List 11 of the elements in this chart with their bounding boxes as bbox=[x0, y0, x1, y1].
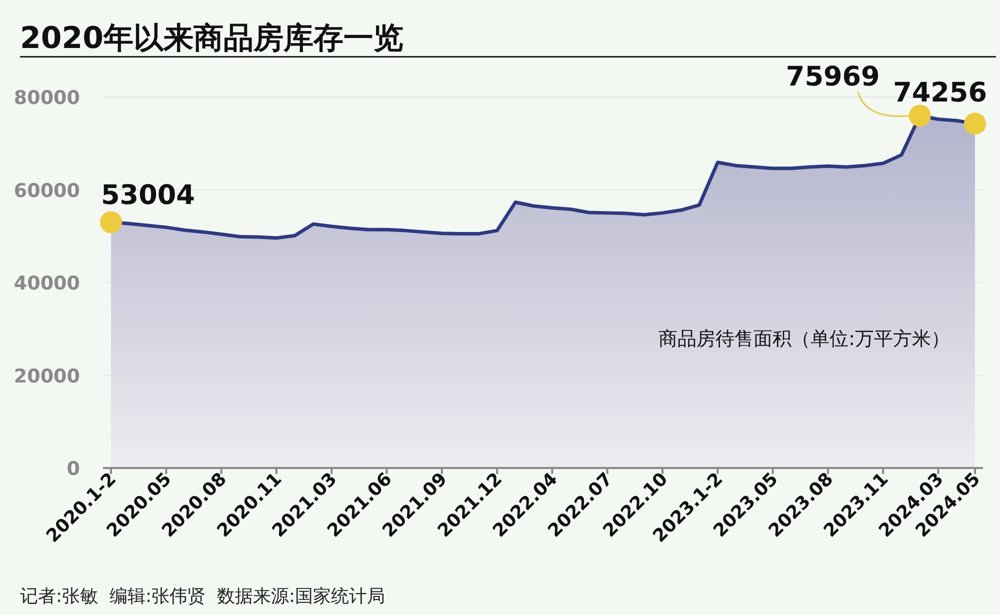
data-label: 53004 bbox=[101, 180, 195, 212]
text: 记者:张敏 编辑:张伟贤 数据来源:国家统计局 bbox=[20, 586, 386, 607]
y-tick-label: 0 bbox=[66, 458, 80, 480]
y-tick-label: 20000 bbox=[14, 365, 80, 388]
chart-title: 2020年以来商品房库存一览 bbox=[20, 21, 404, 56]
y-tick-label: 60000 bbox=[14, 180, 80, 202]
data-label: 74256 bbox=[893, 78, 987, 109]
y-tick-label: 80000 bbox=[14, 87, 80, 109]
data-label: 75969 bbox=[786, 62, 880, 93]
y-axis-title: 商品房待售面积（单位:万平方米） bbox=[658, 328, 950, 350]
y-tick-label: 40000 bbox=[14, 272, 80, 294]
